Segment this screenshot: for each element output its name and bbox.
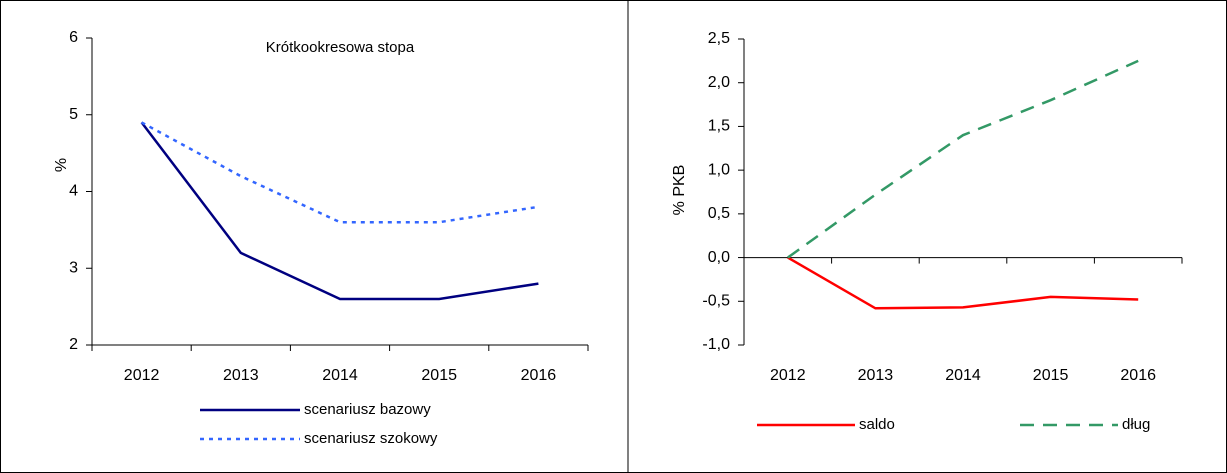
x-tick-label: 2016 — [521, 367, 557, 384]
legend-label: dług — [1122, 416, 1150, 433]
x-tick-label: 2012 — [770, 367, 806, 384]
x-tick-label: 2015 — [1033, 367, 1069, 384]
series-line — [141, 121, 539, 224]
series-line — [787, 256, 1139, 310]
y-tick-label: 2,5 — [708, 30, 730, 47]
x-tick-label: 2016 — [1120, 367, 1156, 384]
x-tick-label: 2014 — [322, 367, 358, 384]
y-tick-label: 1,0 — [708, 161, 730, 178]
x-tick-label: 2013 — [858, 367, 894, 384]
y-tick-label: 3 — [69, 259, 78, 276]
y-axis-label: % PKB — [671, 165, 688, 216]
legend-label: scenariusz bazowy — [304, 401, 431, 418]
x-tick-label: 2014 — [945, 367, 981, 384]
y-tick-label: 5 — [69, 106, 78, 123]
y-tick-label: -1,0 — [702, 336, 730, 353]
y-axis-label: % — [53, 158, 70, 172]
legend-label: scenariusz szokowy — [304, 430, 438, 447]
x-tick-label: 2012 — [124, 367, 160, 384]
y-tick-label: 6 — [69, 29, 78, 46]
x-tick-label: 2013 — [223, 367, 259, 384]
y-tick-label: 0,5 — [708, 205, 730, 222]
x-tick-label: 2015 — [421, 367, 457, 384]
y-tick-label: 2,0 — [708, 74, 730, 91]
series-line — [140, 121, 539, 301]
y-tick-label: 0,0 — [708, 249, 730, 266]
y-tick-label: 4 — [69, 183, 78, 200]
y-tick-label: 1,5 — [708, 118, 730, 135]
legend-label: saldo — [859, 416, 895, 433]
y-tick-label: 2 — [69, 336, 78, 353]
chart-title: Krótkookresowa stopa — [266, 39, 415, 56]
series-line — [787, 59, 1139, 259]
y-tick-label: -0,5 — [702, 293, 730, 310]
